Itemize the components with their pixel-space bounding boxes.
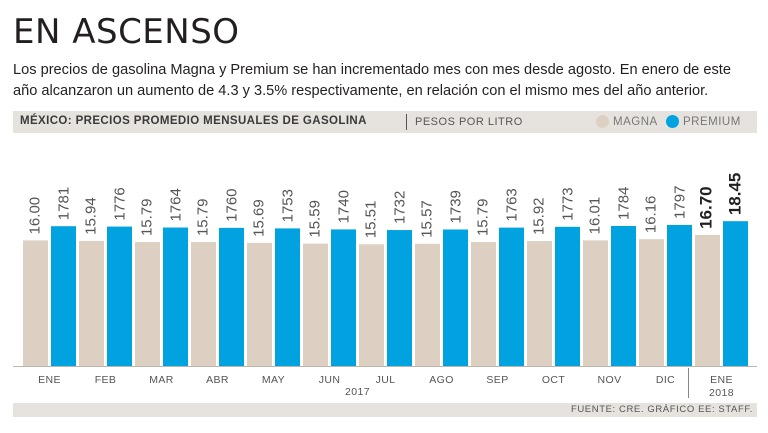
x-tick-label: NOV <box>598 374 622 386</box>
data-label-premium: 1781 <box>56 187 73 220</box>
chart-header-band: MÉXICO: PRECIOS PROMEDIO MENSUALES DE GA… <box>13 111 757 133</box>
legend-item-premium: PREMIUM <box>666 115 741 128</box>
bar-premium <box>443 229 468 366</box>
bar-premium <box>723 221 748 366</box>
x-tick-label: SEP <box>486 374 508 386</box>
data-label-premium: 1763 <box>504 188 521 221</box>
bar-premium <box>499 227 524 366</box>
x-tick-label: JUL <box>376 374 396 386</box>
data-label-magna: 16.01 <box>587 197 604 235</box>
year-label: 2017 <box>345 386 370 398</box>
x-tick-label: OCT <box>542 374 566 386</box>
bar-premium <box>611 225 636 366</box>
x-tick-label: AGO <box>429 374 454 386</box>
data-label-magna: 16.70 <box>697 186 716 229</box>
bar-premium <box>555 226 580 366</box>
data-label-premium: 1732 <box>392 191 409 224</box>
bar-magna <box>695 234 720 366</box>
data-label-magna: 15.92 <box>531 197 548 235</box>
data-label-premium: 1797 <box>672 186 689 219</box>
data-label-magna: 15.59 <box>307 200 324 238</box>
bar-magna <box>583 240 608 366</box>
bar-magna <box>247 242 272 366</box>
x-tick-label: JUN <box>319 374 341 386</box>
bar-magna <box>471 242 496 366</box>
x-tick-label: ENE <box>38 374 61 386</box>
bar-premium <box>331 229 356 366</box>
data-label-premium: 1760 <box>224 188 241 221</box>
bar-magna <box>191 242 216 366</box>
legend-swatch-magna <box>596 115 609 128</box>
data-label-magna: 15.51 <box>363 201 380 239</box>
data-label-premium: 1764 <box>168 188 185 221</box>
data-label-premium: 1739 <box>448 190 465 223</box>
data-label-premium: 1740 <box>336 190 353 223</box>
bar-magna <box>23 240 48 366</box>
data-label-magna: 16.16 <box>643 196 660 234</box>
heading-divider <box>406 114 407 130</box>
bar-premium <box>219 227 244 366</box>
chart-units: PESOS POR LITRO <box>415 116 523 128</box>
data-label-magna: 15.79 <box>475 199 492 237</box>
data-label-premium: 18.45 <box>726 173 745 216</box>
x-tick-label: ENE <box>710 374 733 386</box>
x-tick-label: FEB <box>95 374 117 386</box>
data-label-premium: 1753 <box>280 189 297 222</box>
bar-magna <box>639 239 664 366</box>
bar-premium <box>51 226 76 366</box>
bar-premium <box>667 224 692 366</box>
source-credit: FUENTE: CRE. GRÁFICO EE: STAFF. <box>570 404 753 415</box>
data-label-magna: 15.79 <box>139 199 156 237</box>
bar-magna <box>79 240 104 366</box>
x-tick-label: ABR <box>206 374 229 386</box>
bar-premium <box>107 226 132 366</box>
data-label-premium: 1773 <box>560 187 577 220</box>
bar-premium <box>163 227 188 366</box>
data-label-magna: 15.69 <box>251 199 268 237</box>
bar-magna <box>135 242 160 366</box>
x-tick-label: DIC <box>656 374 675 386</box>
chart-heading: MÉXICO: PRECIOS PROMEDIO MENSUALES DE GA… <box>20 115 367 127</box>
legend-swatch-premium <box>666 115 679 128</box>
source-band: FUENTE: CRE. GRÁFICO EE: STAFF. <box>13 403 757 417</box>
bar-magna <box>415 243 440 366</box>
data-label-premium: 1776 <box>112 187 129 220</box>
bar-premium <box>387 230 412 366</box>
page-title: EN ASCENSO <box>13 12 240 52</box>
bar-magna <box>527 241 552 366</box>
bar-premium <box>275 228 300 366</box>
data-label-magna: 15.94 <box>83 197 100 235</box>
year-label: 2018 <box>709 387 734 399</box>
data-label-magna: 15.79 <box>195 199 212 237</box>
data-label-magna: 15.57 <box>419 200 436 238</box>
legend-item-magna: MAGNA <box>596 115 658 128</box>
data-label-premium: 1784 <box>616 187 633 220</box>
x-tick-label: MAR <box>149 374 174 386</box>
x-tick-label: MAY <box>262 374 285 386</box>
bar-magna <box>359 244 384 366</box>
subtitle: Los precios de gasolina Magna y Premium … <box>13 62 731 99</box>
bar-magna <box>303 243 328 366</box>
legend-label-premium: PREMIUM <box>683 115 741 128</box>
legend-label-magna: MAGNA <box>613 115 658 128</box>
data-label-magna: 16.00 <box>27 197 44 235</box>
